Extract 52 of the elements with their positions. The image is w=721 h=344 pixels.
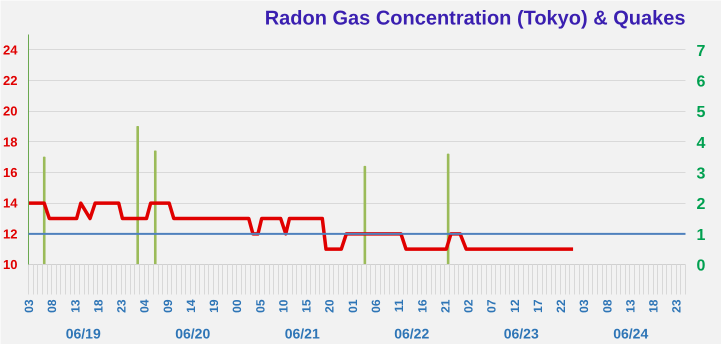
text: 06/20 [175, 326, 210, 342]
y-tick-label: 18 [3, 134, 18, 150]
x-tick-label: 10 [276, 299, 290, 313]
x-tick-label: 08 [600, 299, 614, 313]
text: 06/22 [394, 326, 430, 342]
x-tick-label: 15 [300, 299, 314, 313]
x-tick-label: 06 [369, 299, 384, 313]
y-tick-label: 22 [3, 73, 18, 88]
x-tick-label: 18 [91, 299, 106, 313]
y-tick-label: 16 [3, 165, 18, 180]
x-tick-label: 11 [392, 299, 406, 312]
y-tick-label: 14 [3, 196, 18, 211]
x-tick-label: 01 [346, 299, 360, 313]
x-tick-label: 17 [530, 299, 545, 313]
x-tick-label: 18 [646, 299, 661, 313]
y2-tick-label: 2 [696, 196, 706, 214]
x-tick-label: 20 [322, 299, 337, 313]
x-tick-label: 13 [623, 299, 638, 313]
y-tick-label: 10 [3, 257, 18, 272]
x-tick-label: 12 [508, 299, 522, 313]
x-tick-label: 23 [114, 299, 129, 313]
y2-tick-label: 5 [696, 104, 706, 122]
x-tick-label: 07 [484, 299, 499, 313]
y-tick-label: 12 [3, 226, 18, 242]
y-tick-label: 24 [3, 42, 18, 58]
y2-tick-label: 4 [696, 134, 706, 152]
text: 06/19 [66, 326, 101, 342]
x-tick-label: 04 [138, 299, 152, 313]
y2-tick-label: 0 [696, 258, 706, 274]
y2-tick-label: 6 [696, 74, 706, 90]
chart-title: Radon Gas Concentration (Tokyo) & Quakes [264, 8, 686, 30]
text: 06/23 [504, 326, 539, 342]
x-tick-label: 23 [670, 299, 684, 313]
x-tick-label: 00 [230, 299, 244, 313]
x-tick-label: 08 [45, 299, 60, 313]
x-tick-label: 21 [438, 299, 452, 313]
x-tick-label: 16 [415, 299, 430, 313]
y2-tick-label: 3 [696, 166, 706, 182]
x-tick-label: 19 [207, 299, 222, 313]
x-tick-label: 03 [577, 299, 592, 313]
x-tick-label: 13 [68, 299, 82, 313]
x-tick-label: 03 [22, 299, 36, 313]
x-tick-label: 09 [160, 299, 175, 313]
text: 06/21 [284, 326, 320, 342]
x-tick-label: 14 [184, 299, 198, 313]
x-tick-label: 05 [253, 299, 268, 313]
x-tick-label: 02 [462, 299, 476, 313]
x-tick-label: 22 [554, 299, 568, 313]
y2-tick-label: 7 [696, 42, 706, 60]
y2-tick-label: 1 [696, 226, 706, 244]
y-tick-label: 20 [3, 104, 18, 119]
text: 06/24 [613, 326, 648, 342]
